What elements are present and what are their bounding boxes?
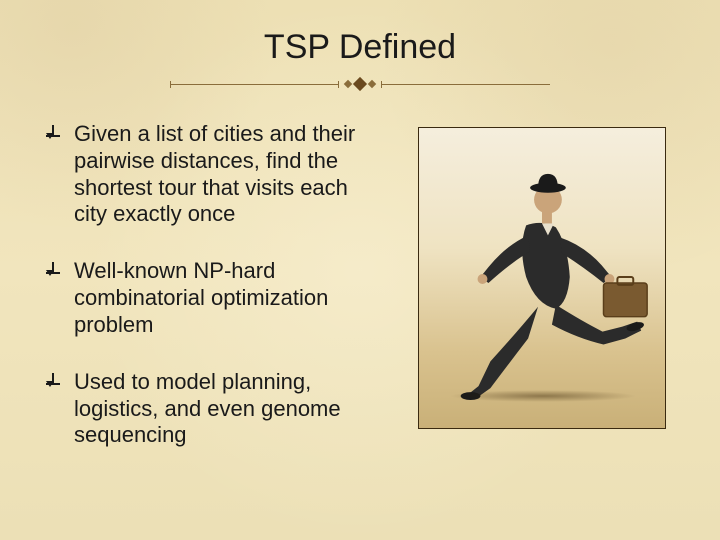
divider-line-left: [170, 84, 339, 85]
slide-title: TSP Defined: [40, 28, 680, 67]
title-divider: [170, 75, 550, 93]
diamond-icon: [368, 80, 376, 88]
diamond-icon: [344, 80, 352, 88]
divider-line-right: [381, 84, 550, 85]
bullet-list: Given a list of cities and their pairwis…: [40, 121, 380, 449]
content-row: Given a list of cities and their pairwis…: [40, 121, 680, 479]
text-column: Given a list of cities and their pairwis…: [40, 121, 380, 479]
divider-ornament: [339, 79, 381, 89]
running-man-icon: [419, 128, 665, 428]
diamond-icon: [353, 77, 367, 91]
slide: TSP Defined Given a list of cities and t…: [0, 0, 720, 540]
running-man-image: [418, 127, 666, 429]
list-item: Used to model planning, logistics, and e…: [40, 369, 380, 449]
list-item: Well-known NP-hard combinatorial optimiz…: [40, 258, 380, 338]
list-item: Given a list of cities and their pairwis…: [40, 121, 380, 228]
image-column: [404, 121, 680, 429]
ground-shadow: [449, 390, 637, 402]
